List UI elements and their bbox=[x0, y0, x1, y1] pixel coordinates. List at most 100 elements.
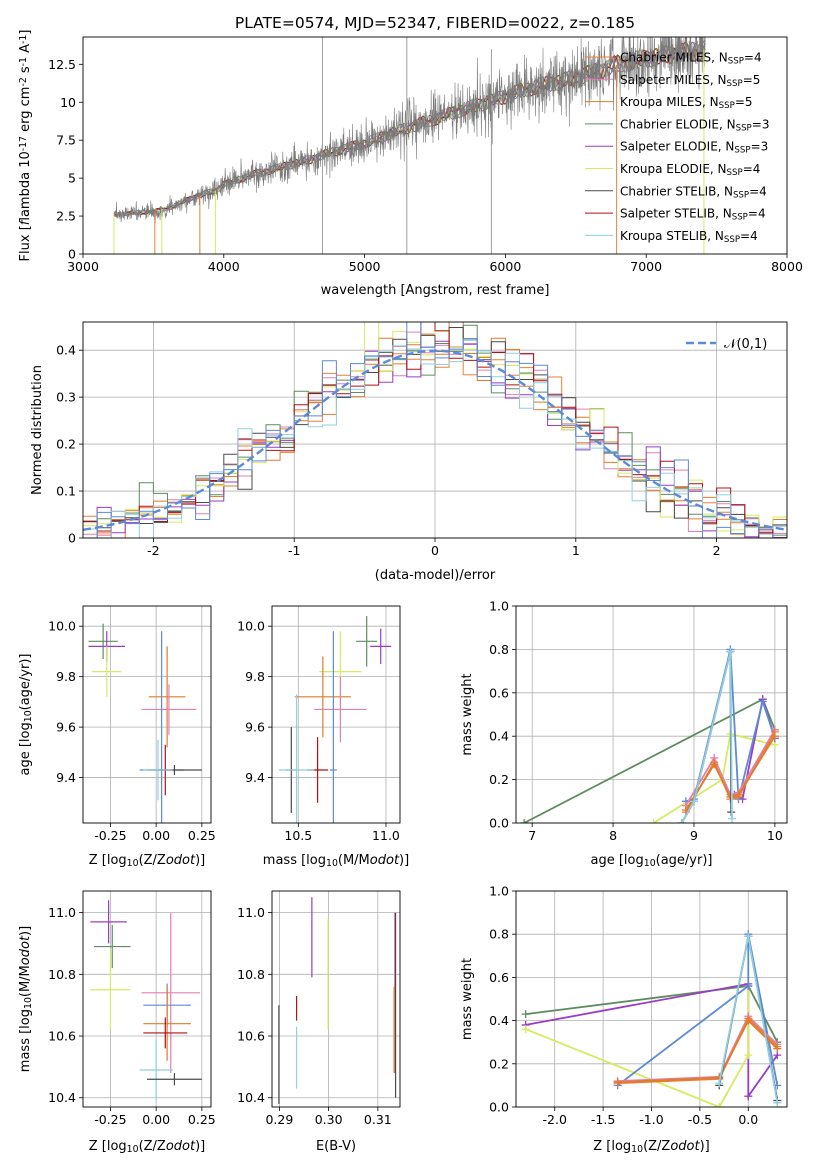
y-tick-label: 11.0 bbox=[237, 905, 265, 920]
x-tick-label: -1 bbox=[288, 543, 300, 558]
histogram-step-3 bbox=[83, 324, 787, 538]
axes-frame bbox=[82, 321, 788, 539]
weight-marker bbox=[521, 1010, 530, 1019]
y-tick-label: 0.2 bbox=[489, 1056, 509, 1071]
y-tick-label: 10.4 bbox=[237, 1090, 265, 1105]
metallicity-mass-weight-panel: -2.0 -1.5 -1.0 -0.5 0.0 0.0 0.2 0.4 0.6 0.8 1.0 Z [… bbox=[460, 884, 788, 1155]
x-tick-label: -1.0 bbox=[639, 1112, 663, 1127]
y-tick-label: 10.4 bbox=[48, 1090, 76, 1105]
y-tick-label: 7.5 bbox=[56, 133, 76, 148]
y-tick-label: 0.4 bbox=[489, 1013, 509, 1028]
y-tick-label: 9.6 bbox=[245, 720, 265, 735]
chart-title: PLATE=0574, MJD=52347, FIBERID=0022, z=0… bbox=[235, 14, 635, 32]
legend-label: Chabrier ELODIE, NSSP=3 bbox=[620, 117, 769, 133]
weight-line-3 bbox=[617, 934, 779, 1087]
x-axis-label: E(B-V) bbox=[316, 1139, 356, 1154]
error-bars bbox=[88, 623, 202, 823]
x-tick-label: 11.0 bbox=[372, 828, 400, 843]
histogram-step-7 bbox=[83, 322, 787, 533]
x-tick-label: 7000 bbox=[630, 259, 662, 274]
y-tick-label: 10.6 bbox=[237, 1029, 265, 1044]
axes-frame bbox=[82, 36, 788, 255]
x-axis-label: (data-model)/error bbox=[375, 568, 496, 583]
y-tick-label: 10.8 bbox=[237, 967, 265, 982]
weight-marker bbox=[734, 790, 743, 799]
x-tick-label: 0.31 bbox=[364, 1112, 392, 1127]
x-axis-label: Z [log10(Z/Zodot)] bbox=[89, 1139, 206, 1155]
y-tick-label: 10 bbox=[60, 95, 76, 110]
spectrum-traces bbox=[113, 37, 706, 254]
axes-frame bbox=[515, 605, 788, 824]
y-tick-label: 5 bbox=[68, 171, 76, 186]
weight-marker bbox=[689, 797, 698, 806]
histogram-step-6 bbox=[83, 327, 787, 538]
y-tick-label: 12.5 bbox=[48, 57, 76, 72]
weight-marker bbox=[613, 1078, 622, 1087]
residual-histogram-panel: -2 -1 0 1 2 0 0.1 0.2 0.3 0.4 (data-model)/error No… bbox=[30, 321, 788, 583]
error-bars bbox=[278, 897, 397, 1104]
legend-label: Chabrier MILES, NSSP=4 bbox=[620, 51, 762, 67]
weight-marker bbox=[520, 819, 529, 823]
y-tick-label: 0.6 bbox=[489, 685, 509, 700]
y-tick-label: 0.0 bbox=[489, 1100, 509, 1115]
axes-frame bbox=[271, 605, 401, 824]
y-tick-label: 0.2 bbox=[56, 437, 76, 452]
y-tick-label: 0 bbox=[68, 247, 76, 262]
x-tick-label: -0.25 bbox=[94, 1112, 126, 1127]
x-tick-label: 3000 bbox=[67, 259, 99, 274]
axes-frame bbox=[271, 890, 401, 1108]
weight-marker bbox=[715, 1079, 724, 1088]
y-axis-label: mass weight bbox=[460, 673, 475, 755]
weight-lines bbox=[521, 930, 782, 1107]
x-tick-label: 7 bbox=[528, 828, 536, 843]
weight-line-8 bbox=[681, 651, 733, 823]
legend-label: Kroupa MILES, NSSP=5 bbox=[620, 95, 753, 111]
y-tick-label: 10.0 bbox=[237, 619, 265, 634]
y-tick-label: 9.8 bbox=[56, 669, 76, 684]
y-tick-label: 0.3 bbox=[56, 390, 76, 405]
error-bars bbox=[90, 900, 202, 1101]
weight-marker bbox=[744, 1092, 753, 1101]
y-tick-label: 10.0 bbox=[48, 619, 76, 634]
weight-marker bbox=[744, 1051, 753, 1060]
weight-marker bbox=[744, 982, 753, 991]
extinction-mass-panel: 0.29 0.30 0.31 10.4 10.6 10.8 11.0 E(B-V) bbox=[237, 890, 401, 1154]
y-axis-label: Normed distribution bbox=[30, 365, 45, 495]
axes-frame bbox=[82, 890, 212, 1108]
x-axis-label: Z [log10(Z/Zodot)] bbox=[593, 1139, 710, 1155]
weight-line-5 bbox=[617, 1016, 778, 1085]
y-tick-label: 0.2 bbox=[489, 772, 509, 787]
y-axis-label: age [log10(age/yr)] bbox=[18, 654, 34, 776]
x-tick-label: -2.0 bbox=[543, 1112, 567, 1127]
y-tick-label: 2.5 bbox=[56, 209, 76, 224]
y-tick-label: 9.4 bbox=[245, 770, 265, 785]
y-tick-label: 9.8 bbox=[245, 669, 265, 684]
x-axis-label: mass [log10(M/Modot)] bbox=[263, 853, 409, 869]
weight-marker bbox=[773, 1044, 782, 1053]
legend-label: Chabrier STELIB, NSSP=4 bbox=[620, 184, 767, 200]
x-tick-label: -0.5 bbox=[688, 1112, 712, 1127]
axes-frame bbox=[82, 605, 212, 824]
legend-label: Salpeter STELIB, NSSP=4 bbox=[620, 207, 766, 223]
weight-marker bbox=[521, 1025, 530, 1034]
weight-marker bbox=[770, 732, 779, 741]
weight-marker bbox=[744, 932, 753, 941]
y-axis-label: mass weight bbox=[460, 958, 475, 1040]
x-tick-label: 0.0 bbox=[738, 1112, 758, 1127]
x-tick-label: -0.25 bbox=[94, 828, 126, 843]
histogram-step-9 bbox=[83, 322, 787, 538]
x-tick-label: 8000 bbox=[771, 259, 803, 274]
y-tick-label: 0 bbox=[68, 531, 76, 546]
y-axis-label: Flux [flambda 10-17 erg cm-2 s-1 A-1] bbox=[18, 30, 33, 262]
weight-marker bbox=[773, 1098, 782, 1107]
x-tick-label: 0.00 bbox=[142, 828, 170, 843]
spectrum-panel: 3000 4000 5000 6000 7000 8000 0 2.5 5 7.5 10 12.5 PL… bbox=[18, 14, 803, 298]
weight-line-4 bbox=[617, 1014, 778, 1082]
gaussian-curve bbox=[83, 349, 787, 531]
x-axis-label: age [log10(age/yr)] bbox=[591, 853, 713, 869]
weight-marker bbox=[727, 814, 736, 823]
y-tick-label: 11.0 bbox=[48, 905, 76, 920]
y-tick-label: 0.8 bbox=[489, 642, 509, 657]
legend-label: Kroupa STELIB, NSSP=4 bbox=[620, 229, 758, 245]
y-tick-label: 9.4 bbox=[56, 770, 76, 785]
